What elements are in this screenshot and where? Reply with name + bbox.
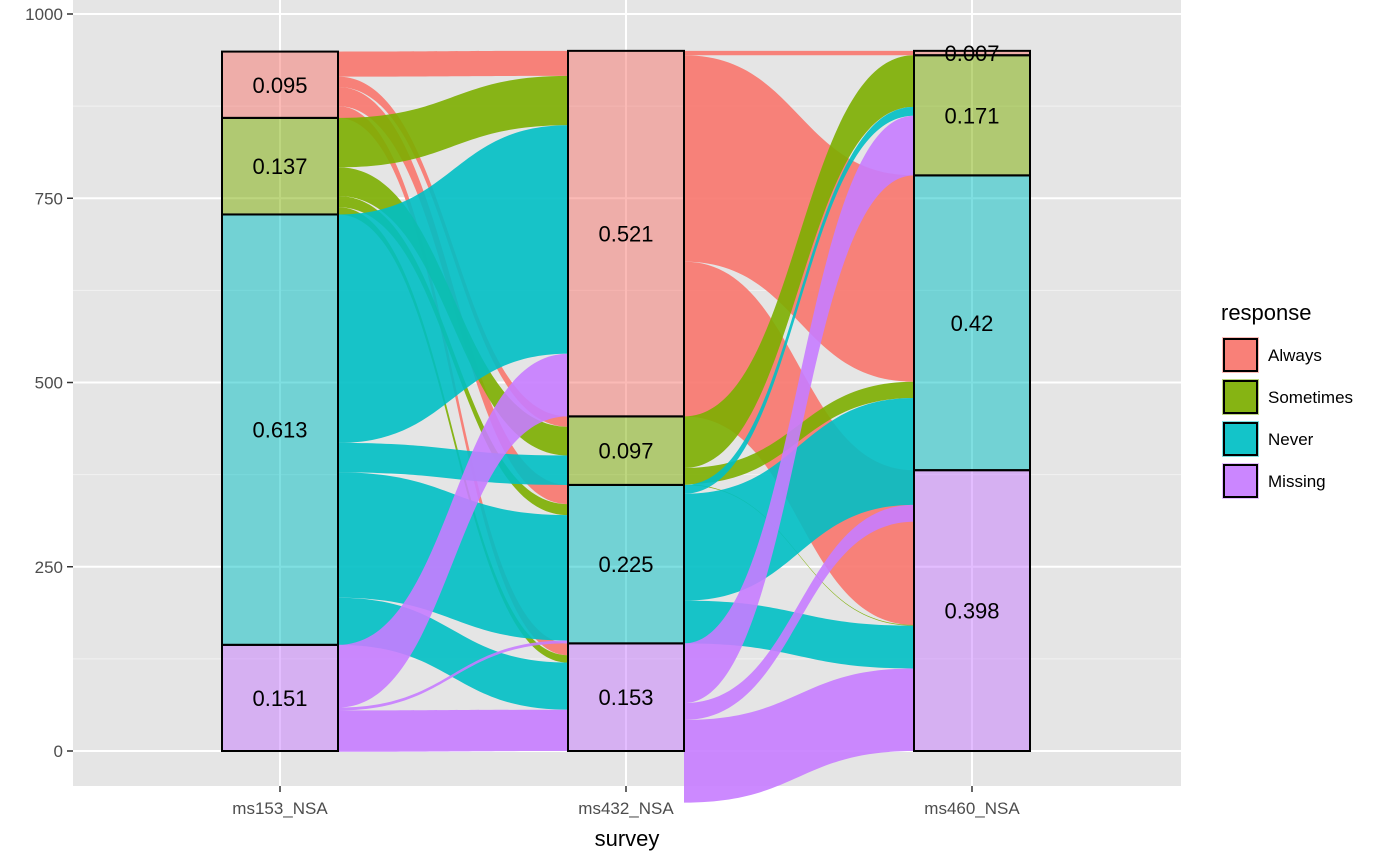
legend-label: Never bbox=[1268, 430, 1314, 449]
stratum-label: 0.225 bbox=[598, 552, 653, 577]
flow-never-to-always bbox=[338, 125, 568, 443]
strata: 0.095 0.137 0.613 0.151 0.521 0.097 0.225 0.153… bbox=[221, 41, 1031, 753]
flows bbox=[338, 50, 914, 803]
stratum-label: 0.097 bbox=[598, 439, 653, 464]
x-tick-label: ms432_NSA bbox=[578, 799, 674, 818]
y-tick-label: 250 bbox=[35, 558, 63, 577]
stratum-ms460_nsa-sometimes bbox=[914, 55, 1030, 176]
stratum-label: 0.521 bbox=[598, 222, 653, 247]
y-tick-label: 1000 bbox=[25, 5, 63, 24]
x-axis: ms153_NSA ms432_NSA ms460_NSA bbox=[232, 786, 1020, 818]
legend-swatch-missing bbox=[1223, 464, 1258, 498]
legend-label: Always bbox=[1268, 346, 1322, 365]
flow-sometimes-to-missing bbox=[684, 484, 914, 626]
flow-never-to-never bbox=[684, 397, 914, 601]
stratum-ms432_nsa-missing bbox=[568, 643, 684, 751]
flow-sometimes-to-sometimes bbox=[684, 55, 914, 468]
stratum-label: 0.153 bbox=[598, 685, 653, 710]
stratum-label: 0.42 bbox=[951, 311, 994, 336]
legend-title: response bbox=[1221, 300, 1312, 325]
flow-always-to-always bbox=[338, 50, 568, 77]
y-axis: 0 250 500 750 1000 bbox=[25, 5, 73, 761]
stratum-ms432_nsa-sometimes bbox=[568, 416, 684, 485]
x-tick-label: ms153_NSA bbox=[232, 799, 328, 818]
flow-missing-to-never bbox=[684, 504, 914, 721]
flow-sometimes-to-always bbox=[338, 75, 568, 168]
flow-never-to-sometimes bbox=[338, 442, 568, 485]
y-tick-label: 500 bbox=[35, 374, 63, 393]
legend: response Always Sometimes Never Missing bbox=[1221, 300, 1353, 499]
flow-missing-to-missing bbox=[338, 709, 568, 752]
legend-swatch-sometimes bbox=[1223, 380, 1258, 414]
stratum-ms460_nsa-always bbox=[914, 50, 1030, 56]
stratum-ms153_nsa-always bbox=[222, 51, 338, 118]
legend-label: Missing bbox=[1268, 472, 1326, 491]
stratum-ms460_nsa-never bbox=[914, 175, 1030, 471]
legend-swatch-always bbox=[1223, 338, 1258, 372]
stratum-label: 0.398 bbox=[944, 599, 999, 624]
stratum-label: 0.137 bbox=[252, 154, 307, 179]
flow-always-to-always bbox=[684, 50, 914, 56]
flow-always-to-never bbox=[684, 55, 914, 382]
stratum-border bbox=[913, 469, 1031, 752]
y-tick-label: 0 bbox=[54, 742, 63, 761]
stratum-border bbox=[567, 642, 685, 753]
x-axis-title: survey bbox=[595, 826, 660, 851]
flow-missing-to-never bbox=[338, 640, 568, 711]
stratum-border bbox=[221, 643, 339, 753]
stratum-ms153_nsa-sometimes bbox=[222, 117, 338, 215]
stratum-label: 0.613 bbox=[252, 418, 307, 443]
stratum-ms432_nsa-never bbox=[568, 484, 684, 644]
flow-missing-to-always bbox=[338, 353, 568, 708]
stratum-label: 0.151 bbox=[252, 686, 307, 711]
stratum-ms460_nsa-missing bbox=[914, 470, 1030, 751]
flow-missing-to-sometimes bbox=[684, 115, 914, 704]
y-tick-label: 750 bbox=[35, 189, 63, 208]
stratum-ms153_nsa-never bbox=[222, 214, 338, 645]
stratum-label: 0.171 bbox=[944, 103, 999, 128]
x-tick-label: ms460_NSA bbox=[924, 799, 1020, 818]
stratum-ms153_nsa-missing bbox=[222, 644, 338, 751]
flow-missing-to-missing bbox=[684, 668, 914, 803]
stratum-ms432_nsa-always bbox=[568, 50, 684, 417]
flow-sometimes-to-missing bbox=[338, 207, 568, 663]
stratum-label: 0.007 bbox=[944, 41, 999, 66]
legend-label: Sometimes bbox=[1268, 388, 1353, 407]
flow-never-to-sometimes bbox=[684, 106, 914, 494]
legend-swatch-never bbox=[1223, 422, 1258, 456]
stratum-label: 0.095 bbox=[252, 73, 307, 98]
